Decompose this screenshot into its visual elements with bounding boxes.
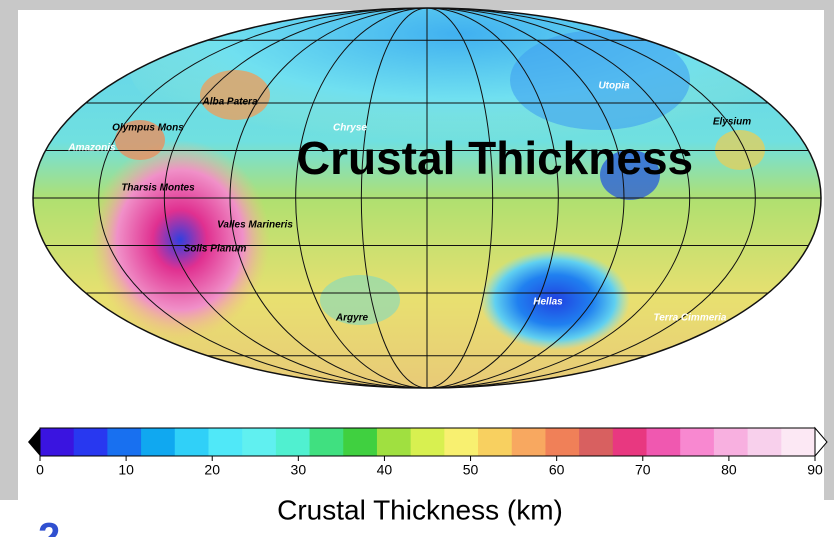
colorbar-tick-label: 80 (721, 462, 737, 478)
place-label: Amazonis (67, 143, 116, 154)
colorbar-swatch (781, 428, 815, 456)
colorbar-tick-label: 70 (635, 462, 651, 478)
place-label: Tharsis Montes (121, 183, 195, 194)
colorbar-swatch (40, 428, 74, 456)
colorbar-swatch (141, 428, 175, 456)
page-number: 2 (38, 516, 60, 537)
place-label: Chryse (333, 123, 367, 134)
colorbar-swatch (647, 428, 681, 456)
map-figure: Crustal Thickness Alba Patera Olympus Mon… (0, 0, 834, 537)
colorbar-tick-label: 20 (204, 462, 220, 478)
colorbar-tick-label: 60 (549, 462, 565, 478)
colorbar-tick-label: 40 (377, 462, 393, 478)
colorbar-swatch (512, 428, 546, 456)
colorbar-tick-label: 10 (118, 462, 134, 478)
colorbar-swatch (444, 428, 478, 456)
colorbar-swatch (714, 428, 748, 456)
colorbar-swatch (74, 428, 108, 456)
colorbar-swatch (478, 428, 512, 456)
place-label: Utopia (598, 81, 630, 92)
colorbar-swatch (276, 428, 310, 456)
colorbar-tick-label: 50 (463, 462, 479, 478)
colorbar-swatch (613, 428, 647, 456)
colorbar-swatch (545, 428, 579, 456)
place-label: Solis Planum (184, 244, 247, 255)
colorbar-swatch (175, 428, 209, 456)
colorbar-swatch (748, 428, 782, 456)
place-label: Valles Marineris (217, 220, 293, 231)
colorbar-swatch (680, 428, 714, 456)
map-title: Crustal Thickness (297, 132, 693, 184)
place-label: Terra Cimmeria (654, 313, 727, 324)
colorbar-swatch (242, 428, 276, 456)
place-label: Elysium (713, 117, 751, 128)
colorbar-tick-label: 0 (36, 462, 44, 478)
page: Crustal Thickness Alba Patera Olympus Mon… (0, 0, 834, 537)
colorbar-swatch (377, 428, 411, 456)
place-label: Hellas (533, 297, 563, 308)
colorbar-swatch (310, 428, 344, 456)
colorbar-swatch (208, 428, 242, 456)
place-label: Olympus Mons (112, 123, 184, 134)
colorbar-swatch (411, 428, 445, 456)
colorbar-label: Crustal Thickness (km) (277, 494, 563, 525)
colorbar-swatch (107, 428, 141, 456)
colorbar-tick-label: 30 (291, 462, 307, 478)
colorbar-swatch (579, 428, 613, 456)
colorbar-swatch (343, 428, 377, 456)
colorbar-tick-label: 90 (807, 462, 823, 478)
place-label: Alba Patera (201, 97, 257, 108)
place-label: Argyre (335, 313, 369, 324)
